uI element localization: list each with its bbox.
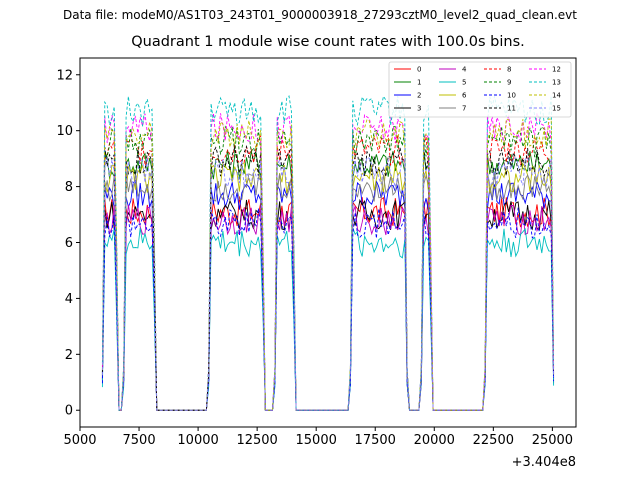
legend-label-15: 15 (552, 105, 561, 113)
legend-label-13: 13 (552, 79, 561, 87)
suptitle: Data file: modeM0/AS1T03_243T01_90000039… (63, 8, 577, 22)
y-tick-label: 12 (56, 68, 73, 83)
legend-label-6: 6 (462, 92, 467, 100)
y-axis: 0 2 4 6 8 10 12 (56, 68, 80, 419)
chart-title: Quadrant 1 module wise count rates with … (131, 34, 525, 50)
legend-label-11: 11 (507, 105, 516, 113)
series-line-15 (101, 156, 555, 411)
legend-label-10: 10 (507, 92, 516, 100)
legend-box (388, 61, 572, 118)
legend-label-2: 2 (417, 92, 421, 100)
legend-label-8: 8 (507, 66, 511, 74)
y-tick-label: 2 (65, 348, 73, 363)
plot-lines (101, 95, 555, 411)
x-tick-label: 20000 (414, 433, 455, 448)
y-tick-label: 4 (65, 292, 73, 307)
legend-label-5: 5 (462, 79, 466, 87)
x-tick-label: 15000 (296, 433, 337, 448)
x-axis: 5000 7500 10000 12500 15000 17500 20000 22500 25… (63, 427, 573, 448)
x-tick-label: 25000 (532, 433, 573, 448)
legend-label-1: 1 (417, 79, 421, 87)
legend-label-14: 14 (552, 92, 561, 100)
x-tick-label: 17500 (355, 433, 396, 448)
legend-label-7: 7 (462, 105, 466, 113)
legend-label-0: 0 (417, 66, 421, 74)
y-tick-label: 0 (65, 404, 73, 419)
x-axis-offset-label: +3.404e8 (512, 455, 576, 470)
legend-label-4: 4 (462, 66, 467, 74)
legend-label-9: 9 (507, 79, 511, 87)
legend-label-12: 12 (552, 66, 561, 74)
y-tick-label: 10 (56, 124, 73, 139)
legend-label-3: 3 (417, 105, 421, 113)
x-tick-label: 22500 (473, 433, 514, 448)
y-tick-label: 8 (65, 180, 73, 195)
x-tick-label: 12500 (236, 433, 277, 448)
x-tick-label: 10000 (177, 433, 218, 448)
y-tick-label: 6 (65, 236, 73, 251)
x-tick-label: 5000 (63, 433, 96, 448)
series-line-14 (101, 118, 555, 411)
x-tick-label: 7500 (123, 433, 156, 448)
